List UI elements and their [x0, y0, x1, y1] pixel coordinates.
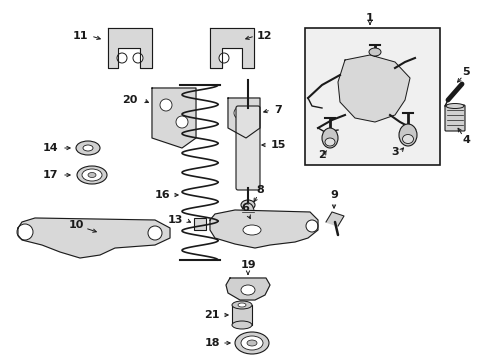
Circle shape	[219, 53, 228, 63]
Ellipse shape	[368, 48, 380, 56]
Polygon shape	[337, 55, 409, 122]
Circle shape	[148, 226, 162, 240]
Ellipse shape	[241, 285, 254, 295]
Polygon shape	[209, 210, 317, 248]
Text: 10: 10	[68, 220, 83, 230]
Text: 19: 19	[240, 260, 255, 270]
Text: 14: 14	[42, 143, 58, 153]
Text: 15: 15	[270, 140, 285, 150]
Ellipse shape	[325, 138, 334, 146]
Text: 16: 16	[154, 190, 169, 200]
Text: 6: 6	[241, 203, 248, 213]
Circle shape	[160, 99, 172, 111]
Text: 3: 3	[390, 147, 398, 157]
Ellipse shape	[88, 172, 96, 177]
Ellipse shape	[83, 145, 93, 151]
Text: 7: 7	[274, 105, 281, 115]
Circle shape	[176, 116, 187, 128]
Bar	[305, 28, 439, 165]
Ellipse shape	[77, 166, 107, 184]
Ellipse shape	[231, 321, 251, 329]
Polygon shape	[18, 218, 170, 258]
Circle shape	[133, 53, 142, 63]
Circle shape	[117, 53, 127, 63]
Circle shape	[305, 220, 317, 232]
Text: 21: 21	[204, 310, 219, 320]
Ellipse shape	[321, 128, 337, 148]
Ellipse shape	[241, 200, 254, 210]
Ellipse shape	[246, 340, 257, 346]
Polygon shape	[209, 28, 253, 68]
Ellipse shape	[242, 203, 253, 221]
Polygon shape	[325, 212, 343, 226]
Text: 1: 1	[366, 13, 373, 23]
Circle shape	[234, 107, 245, 119]
Ellipse shape	[82, 169, 102, 181]
Ellipse shape	[238, 303, 245, 307]
Text: 4: 4	[461, 135, 469, 145]
Ellipse shape	[445, 104, 463, 108]
Ellipse shape	[76, 141, 100, 155]
Ellipse shape	[241, 336, 263, 350]
Text: 17: 17	[42, 170, 58, 180]
Polygon shape	[108, 28, 152, 68]
Text: 18: 18	[204, 338, 219, 348]
Text: 2: 2	[318, 150, 325, 160]
Text: 12: 12	[256, 31, 271, 41]
Circle shape	[17, 224, 33, 240]
Polygon shape	[225, 278, 269, 300]
Polygon shape	[227, 98, 260, 138]
Text: 13: 13	[167, 215, 183, 225]
Ellipse shape	[231, 301, 251, 309]
Ellipse shape	[398, 124, 416, 146]
Ellipse shape	[235, 332, 268, 354]
Bar	[194, 218, 205, 230]
Polygon shape	[152, 88, 196, 148]
Bar	[231, 305, 251, 325]
Ellipse shape	[402, 135, 413, 144]
Text: 20: 20	[122, 95, 138, 105]
FancyBboxPatch shape	[236, 106, 260, 190]
Text: 8: 8	[256, 185, 264, 195]
Text: 11: 11	[72, 31, 87, 41]
Ellipse shape	[243, 225, 261, 235]
Text: 9: 9	[329, 190, 337, 200]
Text: 5: 5	[461, 67, 469, 77]
FancyBboxPatch shape	[444, 105, 464, 131]
